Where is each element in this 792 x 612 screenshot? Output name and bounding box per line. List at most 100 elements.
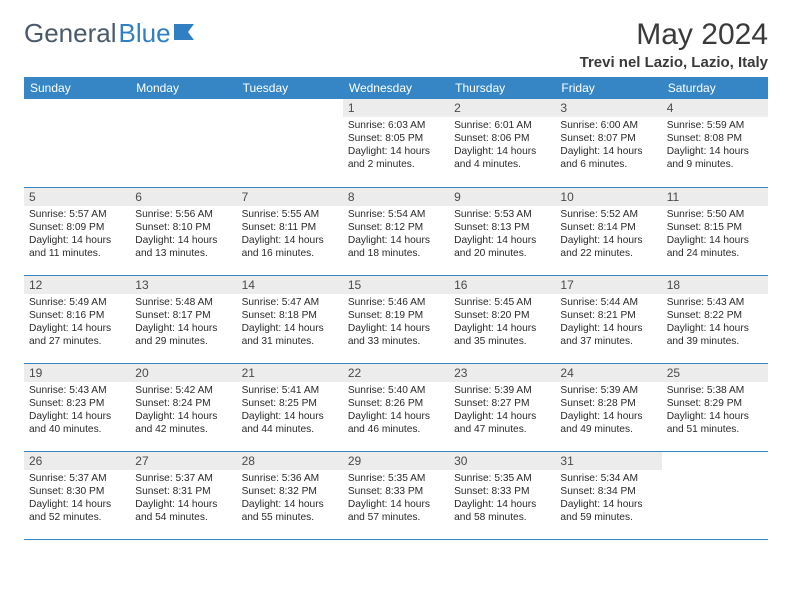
calendar-cell: 9Sunrise: 5:53 AMSunset: 8:13 PMDaylight… bbox=[449, 187, 555, 275]
weekday-header: Wednesday bbox=[343, 77, 449, 99]
day-details: Sunrise: 5:42 AMSunset: 8:24 PMDaylight:… bbox=[130, 382, 236, 440]
day-details: Sunrise: 5:59 AMSunset: 8:08 PMDaylight:… bbox=[662, 117, 768, 175]
day-number: 1 bbox=[343, 99, 449, 117]
calendar-cell: 10Sunrise: 5:52 AMSunset: 8:14 PMDayligh… bbox=[555, 187, 661, 275]
day-number: 28 bbox=[237, 452, 343, 470]
day-details: Sunrise: 5:55 AMSunset: 8:11 PMDaylight:… bbox=[237, 206, 343, 264]
day-number: 9 bbox=[449, 188, 555, 206]
day-details: Sunrise: 5:43 AMSunset: 8:23 PMDaylight:… bbox=[24, 382, 130, 440]
calendar-cell: 14Sunrise: 5:47 AMSunset: 8:18 PMDayligh… bbox=[237, 275, 343, 363]
calendar-cell: 13Sunrise: 5:48 AMSunset: 8:17 PMDayligh… bbox=[130, 275, 236, 363]
day-number: 25 bbox=[662, 364, 768, 382]
calendar-cell: 8Sunrise: 5:54 AMSunset: 8:12 PMDaylight… bbox=[343, 187, 449, 275]
calendar-cell: 18Sunrise: 5:43 AMSunset: 8:22 PMDayligh… bbox=[662, 275, 768, 363]
day-details: Sunrise: 5:43 AMSunset: 8:22 PMDaylight:… bbox=[662, 294, 768, 352]
day-number: 23 bbox=[449, 364, 555, 382]
calendar-cell: 11Sunrise: 5:50 AMSunset: 8:15 PMDayligh… bbox=[662, 187, 768, 275]
calendar-cell: 17Sunrise: 5:44 AMSunset: 8:21 PMDayligh… bbox=[555, 275, 661, 363]
day-number: 30 bbox=[449, 452, 555, 470]
day-number: 8 bbox=[343, 188, 449, 206]
day-number: 29 bbox=[343, 452, 449, 470]
calendar-cell: 31Sunrise: 5:34 AMSunset: 8:34 PMDayligh… bbox=[555, 451, 661, 539]
day-details: Sunrise: 5:47 AMSunset: 8:18 PMDaylight:… bbox=[237, 294, 343, 352]
day-number: 27 bbox=[130, 452, 236, 470]
calendar-week-row: 12Sunrise: 5:49 AMSunset: 8:16 PMDayligh… bbox=[24, 275, 768, 363]
calendar-cell: 15Sunrise: 5:46 AMSunset: 8:19 PMDayligh… bbox=[343, 275, 449, 363]
calendar-cell: 20Sunrise: 5:42 AMSunset: 8:24 PMDayligh… bbox=[130, 363, 236, 451]
day-number: 18 bbox=[662, 276, 768, 294]
calendar-cell: .. bbox=[237, 99, 343, 187]
day-details: Sunrise: 5:35 AMSunset: 8:33 PMDaylight:… bbox=[343, 470, 449, 528]
calendar-cell: .. bbox=[24, 99, 130, 187]
calendar-cell: 12Sunrise: 5:49 AMSunset: 8:16 PMDayligh… bbox=[24, 275, 130, 363]
day-number: 31 bbox=[555, 452, 661, 470]
day-number: 7 bbox=[237, 188, 343, 206]
day-details: Sunrise: 5:37 AMSunset: 8:31 PMDaylight:… bbox=[130, 470, 236, 528]
day-details: Sunrise: 5:34 AMSunset: 8:34 PMDaylight:… bbox=[555, 470, 661, 528]
calendar-cell: 19Sunrise: 5:43 AMSunset: 8:23 PMDayligh… bbox=[24, 363, 130, 451]
day-details: Sunrise: 5:50 AMSunset: 8:15 PMDaylight:… bbox=[662, 206, 768, 264]
weekday-header: Tuesday bbox=[237, 77, 343, 99]
calendar-cell: 27Sunrise: 5:37 AMSunset: 8:31 PMDayligh… bbox=[130, 451, 236, 539]
day-details: Sunrise: 5:44 AMSunset: 8:21 PMDaylight:… bbox=[555, 294, 661, 352]
calendar-cell: 23Sunrise: 5:39 AMSunset: 8:27 PMDayligh… bbox=[449, 363, 555, 451]
weekday-header: Monday bbox=[130, 77, 236, 99]
day-details: Sunrise: 5:35 AMSunset: 8:33 PMDaylight:… bbox=[449, 470, 555, 528]
calendar-cell: 6Sunrise: 5:56 AMSunset: 8:10 PMDaylight… bbox=[130, 187, 236, 275]
title-block: May 2024 Trevi nel Lazio, Lazio, Italy bbox=[580, 18, 768, 71]
calendar-cell: 25Sunrise: 5:38 AMSunset: 8:29 PMDayligh… bbox=[662, 363, 768, 451]
calendar-cell: 4Sunrise: 5:59 AMSunset: 8:08 PMDaylight… bbox=[662, 99, 768, 187]
day-details: Sunrise: 5:53 AMSunset: 8:13 PMDaylight:… bbox=[449, 206, 555, 264]
day-number: 5 bbox=[24, 188, 130, 206]
month-title: May 2024 bbox=[580, 18, 768, 52]
day-details: Sunrise: 6:03 AMSunset: 8:05 PMDaylight:… bbox=[343, 117, 449, 175]
weekday-header: Saturday bbox=[662, 77, 768, 99]
day-details: Sunrise: 5:48 AMSunset: 8:17 PMDaylight:… bbox=[130, 294, 236, 352]
day-number: 14 bbox=[237, 276, 343, 294]
day-details: Sunrise: 5:54 AMSunset: 8:12 PMDaylight:… bbox=[343, 206, 449, 264]
weekday-header: Thursday bbox=[449, 77, 555, 99]
logo-flag-icon bbox=[174, 18, 200, 49]
calendar-week-row: 19Sunrise: 5:43 AMSunset: 8:23 PMDayligh… bbox=[24, 363, 768, 451]
day-number: 13 bbox=[130, 276, 236, 294]
day-details: Sunrise: 5:56 AMSunset: 8:10 PMDaylight:… bbox=[130, 206, 236, 264]
day-details: Sunrise: 5:45 AMSunset: 8:20 PMDaylight:… bbox=[449, 294, 555, 352]
calendar-cell: .. bbox=[130, 99, 236, 187]
day-details: Sunrise: 5:39 AMSunset: 8:27 PMDaylight:… bbox=[449, 382, 555, 440]
day-details: Sunrise: 5:37 AMSunset: 8:30 PMDaylight:… bbox=[24, 470, 130, 528]
day-number: 10 bbox=[555, 188, 661, 206]
day-number: 24 bbox=[555, 364, 661, 382]
day-number: 2 bbox=[449, 99, 555, 117]
calendar-cell: 24Sunrise: 5:39 AMSunset: 8:28 PMDayligh… bbox=[555, 363, 661, 451]
day-number: 22 bbox=[343, 364, 449, 382]
day-details: Sunrise: 5:46 AMSunset: 8:19 PMDaylight:… bbox=[343, 294, 449, 352]
calendar-body: ......1Sunrise: 6:03 AMSunset: 8:05 PMDa… bbox=[24, 99, 768, 539]
calendar-cell: 29Sunrise: 5:35 AMSunset: 8:33 PMDayligh… bbox=[343, 451, 449, 539]
day-number: 21 bbox=[237, 364, 343, 382]
day-number: 4 bbox=[662, 99, 768, 117]
calendar-week-row: ......1Sunrise: 6:03 AMSunset: 8:05 PMDa… bbox=[24, 99, 768, 187]
day-number: 19 bbox=[24, 364, 130, 382]
calendar-cell: 1Sunrise: 6:03 AMSunset: 8:05 PMDaylight… bbox=[343, 99, 449, 187]
day-details: Sunrise: 5:41 AMSunset: 8:25 PMDaylight:… bbox=[237, 382, 343, 440]
weekday-header-row: SundayMondayTuesdayWednesdayThursdayFrid… bbox=[24, 77, 768, 99]
day-details: Sunrise: 6:01 AMSunset: 8:06 PMDaylight:… bbox=[449, 117, 555, 175]
day-number: 12 bbox=[24, 276, 130, 294]
weekday-header: Sunday bbox=[24, 77, 130, 99]
location-text: Trevi nel Lazio, Lazio, Italy bbox=[580, 54, 768, 71]
calendar-cell: 7Sunrise: 5:55 AMSunset: 8:11 PMDaylight… bbox=[237, 187, 343, 275]
day-details: Sunrise: 5:40 AMSunset: 8:26 PMDaylight:… bbox=[343, 382, 449, 440]
calendar-cell: .. bbox=[662, 451, 768, 539]
day-number: 17 bbox=[555, 276, 661, 294]
calendar-week-row: 26Sunrise: 5:37 AMSunset: 8:30 PMDayligh… bbox=[24, 451, 768, 539]
calendar-cell: 5Sunrise: 5:57 AMSunset: 8:09 PMDaylight… bbox=[24, 187, 130, 275]
day-details: Sunrise: 5:52 AMSunset: 8:14 PMDaylight:… bbox=[555, 206, 661, 264]
day-number: 3 bbox=[555, 99, 661, 117]
calendar-cell: 3Sunrise: 6:00 AMSunset: 8:07 PMDaylight… bbox=[555, 99, 661, 187]
day-number: 15 bbox=[343, 276, 449, 294]
day-details: Sunrise: 5:36 AMSunset: 8:32 PMDaylight:… bbox=[237, 470, 343, 528]
day-number: 20 bbox=[130, 364, 236, 382]
day-details: Sunrise: 5:57 AMSunset: 8:09 PMDaylight:… bbox=[24, 206, 130, 264]
day-number: 6 bbox=[130, 188, 236, 206]
calendar-cell: 16Sunrise: 5:45 AMSunset: 8:20 PMDayligh… bbox=[449, 275, 555, 363]
